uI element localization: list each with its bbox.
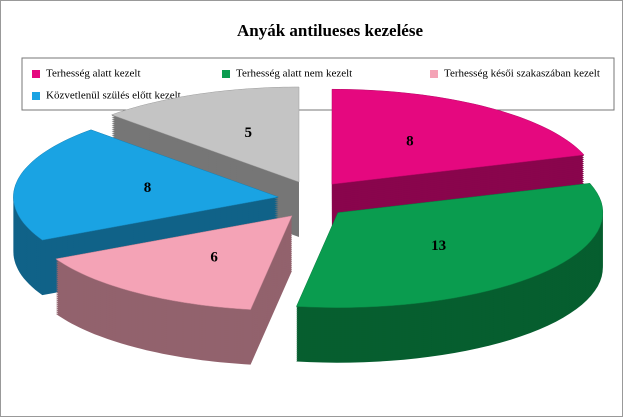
legend-label: Terhesség alatt kezelt <box>46 68 141 80</box>
slice <box>296 183 604 308</box>
legend-box <box>21 57 615 111</box>
legend-label: Terhesség késői szakaszában kezelt <box>444 68 600 80</box>
data-label: 5 <box>245 125 253 141</box>
data-label: 13 <box>431 238 446 254</box>
data-label: 8 <box>144 180 152 196</box>
legend-swatch <box>430 70 438 78</box>
slice <box>55 215 293 310</box>
legend-label: Közvetlenül szülés előtt kezelt <box>46 90 181 102</box>
data-label: 6 <box>210 249 218 265</box>
legend-swatch <box>222 70 230 78</box>
chart-title: Anyák antilueses kezelése <box>237 21 424 40</box>
data-label: 8 <box>406 133 414 149</box>
legend-swatch <box>32 92 40 100</box>
slice <box>13 129 280 241</box>
slice <box>110 86 300 183</box>
legend-swatch <box>32 70 40 78</box>
legend-label: Terhesség alatt nem kezelt <box>236 68 352 80</box>
slice <box>331 88 585 185</box>
